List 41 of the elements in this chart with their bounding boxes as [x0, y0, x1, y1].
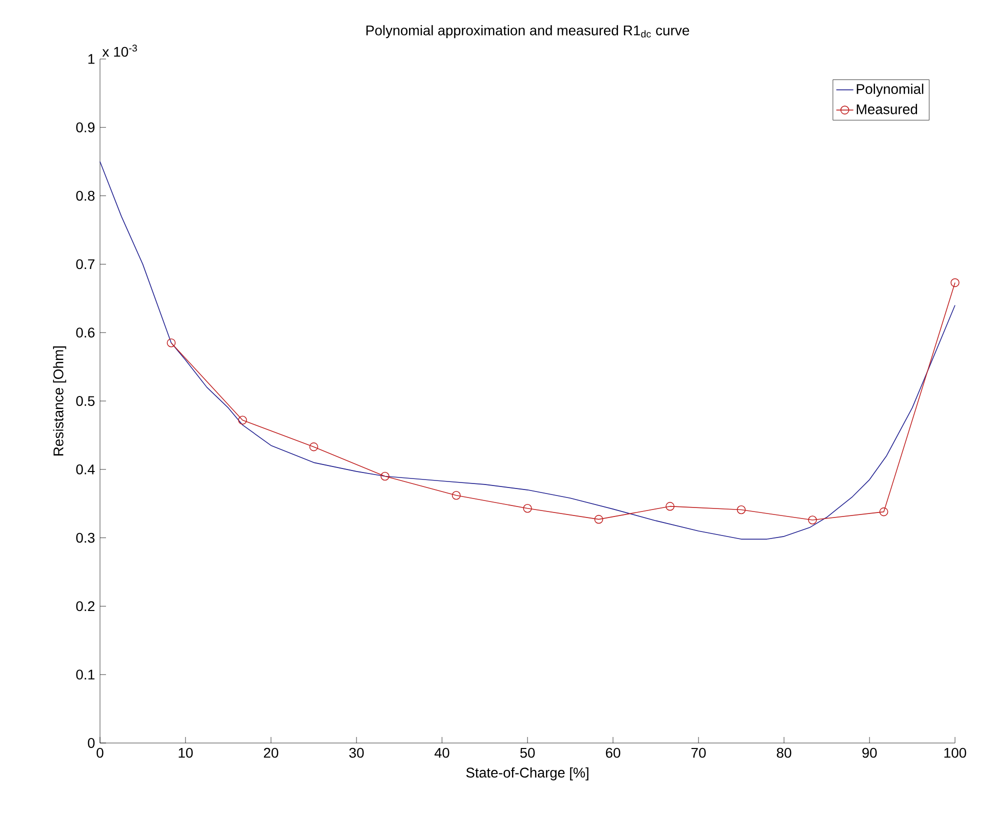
x-tick-label: 100 — [944, 748, 966, 758]
y-tick-label: 1 — [88, 54, 94, 64]
x-tick-label: 70 — [691, 748, 706, 758]
x-tick-label: 50 — [520, 748, 535, 758]
point — [594, 514, 604, 524]
point — [166, 338, 176, 348]
y-tick-label: 0.3 — [76, 532, 95, 543]
legend-label: Measured — [856, 104, 918, 114]
x-tick-label: 80 — [776, 748, 792, 758]
point — [666, 502, 674, 511]
x-tick-label: 60 — [606, 748, 620, 758]
chart-title: Polynomial approximation and measured R1$_{dc}$ curve — [366, 25, 690, 38]
y-axis-title: Resistance [Ohm] — [53, 346, 66, 456]
y-tick-label: 0.5 — [76, 396, 95, 406]
y-tick-label: 0.8 — [76, 190, 95, 201]
point — [380, 472, 390, 481]
point — [808, 516, 817, 524]
y-tick-label: 0.9 — [76, 122, 94, 132]
point — [452, 490, 461, 500]
x-tick-label: 90 — [862, 748, 877, 758]
point — [879, 507, 888, 516]
point — [238, 416, 247, 425]
y-tick-label: 0.1 — [76, 670, 94, 680]
y-tick-label: 0.7 — [76, 259, 94, 270]
x-tick-label: 10 — [178, 748, 193, 758]
x-axis-title: State-of-Charge [%] — [466, 767, 588, 780]
x-tick-label: 30 — [349, 748, 364, 758]
x-tick-label: 20 — [264, 748, 278, 758]
y-tick-label: 0.6 — [76, 328, 95, 338]
y-tick-label: 0 — [88, 738, 95, 748]
text: x 10$^{-3}$ — [102, 44, 137, 57]
line-series — [100, 161, 956, 540]
point — [950, 278, 960, 288]
point — [523, 504, 532, 513]
y-tick-label: 0.2 — [76, 601, 94, 612]
legend-label: Polynomial — [856, 84, 924, 97]
y-tick-label: 0.4 — [76, 464, 95, 474]
x-tick-label: 0 — [96, 748, 104, 758]
point — [736, 505, 746, 514]
x-tick-label: 40 — [434, 748, 450, 758]
point — [309, 442, 318, 452]
